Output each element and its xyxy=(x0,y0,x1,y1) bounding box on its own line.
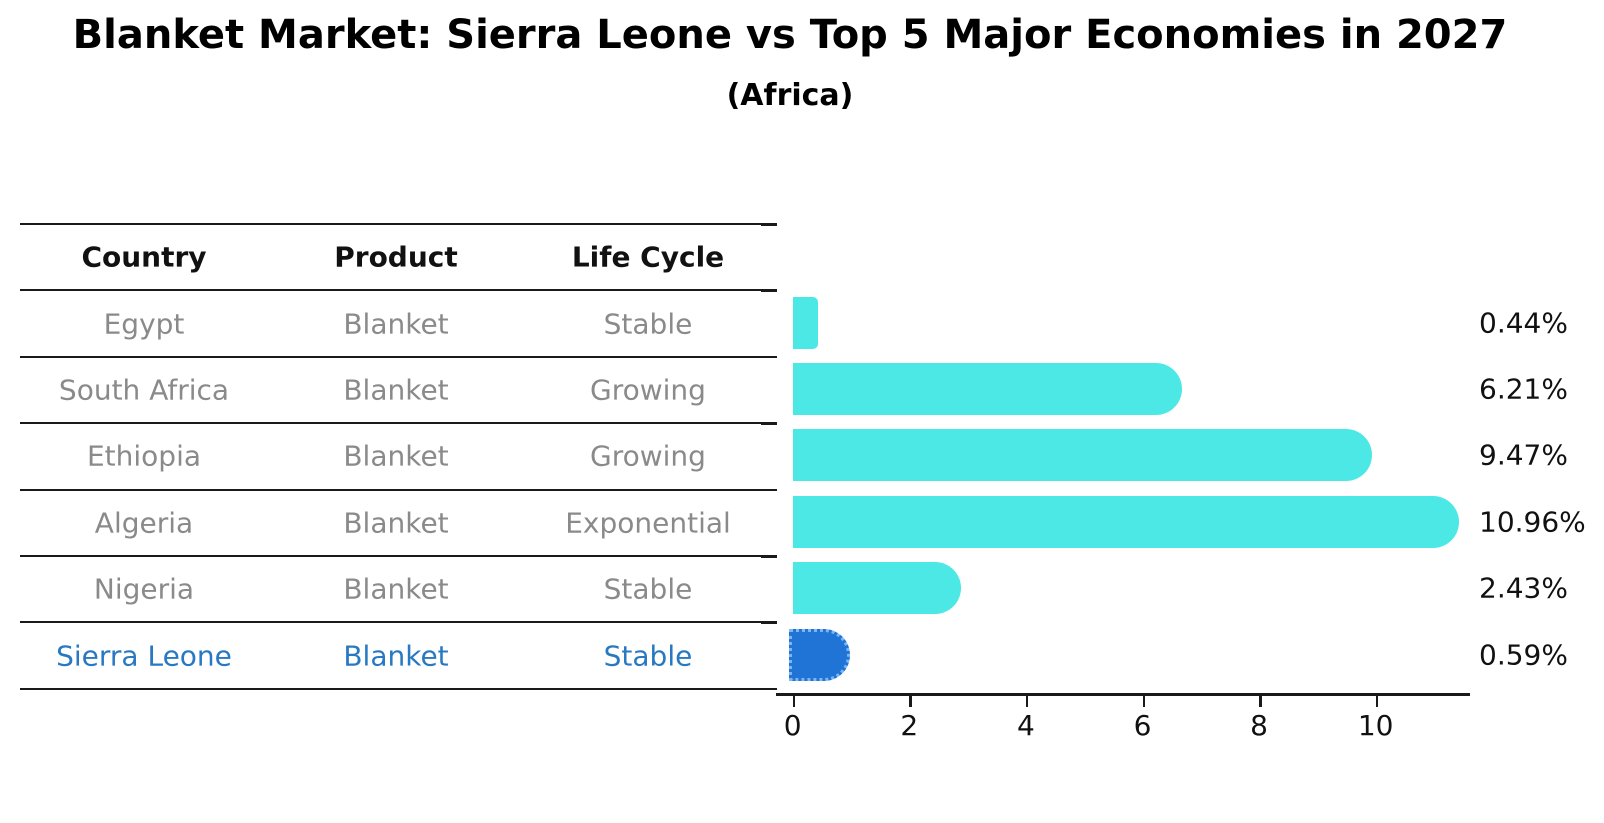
table-cell: Blanket xyxy=(343,572,449,606)
x-axis-tick xyxy=(1375,696,1379,707)
y-axis-tick xyxy=(761,422,777,425)
table-rule xyxy=(20,488,777,491)
x-axis-tick-label: 6 xyxy=(1133,709,1152,742)
table-cell: Blanket xyxy=(343,307,449,341)
table-cell: Blanket xyxy=(343,506,449,540)
value-label: 10.96% xyxy=(1479,505,1586,539)
x-axis-line xyxy=(776,693,1470,696)
value-label: 0.59% xyxy=(1479,638,1568,672)
table-cell: Growing xyxy=(590,439,706,473)
table-cell: Growing xyxy=(590,373,706,407)
value-label: 0.44% xyxy=(1479,306,1568,340)
table-header-product: Product xyxy=(334,240,458,274)
table-header-life-cycle: Life Cycle xyxy=(571,240,725,274)
x-axis-tick xyxy=(1259,696,1262,707)
table-cell: Blanket xyxy=(343,439,449,473)
table-cell: Egypt xyxy=(103,307,185,341)
value-label: 2.43% xyxy=(1479,571,1568,605)
value-label: 9.47% xyxy=(1479,438,1568,472)
x-axis-tick xyxy=(1142,696,1145,707)
x-axis-tick xyxy=(792,696,796,707)
bar-sierra-leone xyxy=(788,628,851,681)
table-rule xyxy=(20,687,777,690)
y-axis-tick xyxy=(761,621,777,624)
y-axis-tick xyxy=(761,687,777,691)
table-rule xyxy=(20,223,777,225)
y-axis-tick xyxy=(761,223,777,226)
y-axis-tick xyxy=(761,289,777,292)
x-axis-tick-label: 2 xyxy=(900,709,919,742)
chart-subtitle: (Africa) xyxy=(726,78,854,113)
table-cell: Algeria xyxy=(94,506,194,540)
table-cell: Blanket xyxy=(343,373,449,407)
table-rule xyxy=(20,555,777,557)
table-rule xyxy=(20,422,777,425)
bar-ethiopia xyxy=(792,429,1372,482)
x-axis-tick-label: 0 xyxy=(783,709,802,742)
x-axis-tick-label: 4 xyxy=(1016,709,1035,742)
chart-title: Blanket Market: Sierra Leone vs Top 5 Ma… xyxy=(72,12,1508,58)
table-rule xyxy=(20,289,777,292)
x-axis-tick-label: 8 xyxy=(1250,709,1269,742)
table-cell: Ethiopia xyxy=(86,439,202,473)
table-cell: Nigeria xyxy=(93,572,195,606)
table-rule xyxy=(20,621,777,624)
bar-nigeria xyxy=(792,562,962,615)
bar-south-africa xyxy=(792,363,1182,415)
value-label: 6.21% xyxy=(1479,372,1568,406)
y-axis-tick xyxy=(761,555,777,558)
table-cell: South Africa xyxy=(58,373,230,407)
table-cell: Stable xyxy=(603,639,693,673)
y-axis-tick xyxy=(761,488,777,492)
table-header-country: Country xyxy=(81,240,207,274)
table-cell: Stable xyxy=(603,307,693,341)
x-axis-tick xyxy=(909,696,912,707)
table-rule xyxy=(20,355,777,358)
y-axis-tick xyxy=(761,355,777,359)
x-axis-tick-label: 10 xyxy=(1357,709,1394,742)
bar-egypt xyxy=(792,296,819,349)
table-cell: Sierra Leone xyxy=(56,639,232,673)
table-cell: Exponential xyxy=(565,506,731,540)
table-cell: Blanket xyxy=(343,639,449,673)
table-cell: Stable xyxy=(603,572,693,606)
x-axis-tick xyxy=(1025,696,1029,707)
bar-algeria xyxy=(792,495,1459,548)
